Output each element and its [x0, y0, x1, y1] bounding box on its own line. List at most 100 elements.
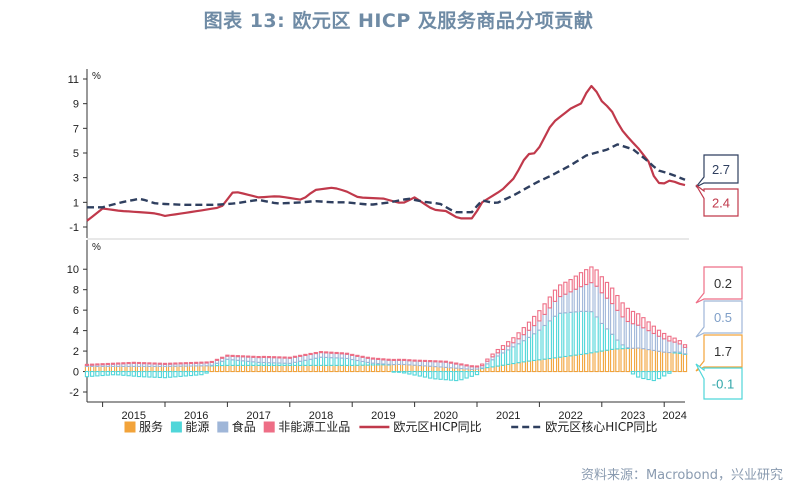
bar-能源: [490, 359, 495, 368]
bar-非能源工业品: [90, 363, 95, 366]
legend-label: 服务: [139, 419, 163, 434]
bar-非能源工业品: [573, 275, 578, 290]
bar-能源: [521, 340, 526, 363]
callout-headline-box: [695, 184, 739, 217]
bar-非能源工业品: [412, 359, 417, 362]
bar-非能源工业品: [173, 362, 178, 365]
bar-服务: [625, 347, 630, 373]
bar-服务: [381, 364, 386, 373]
bar-能源: [651, 370, 656, 382]
bar-食品: [287, 357, 292, 364]
bar-非能源工业品: [370, 357, 376, 360]
bar-非能源工业品: [230, 354, 235, 357]
bar-能源: [506, 349, 511, 365]
bar-服务: [490, 366, 495, 373]
bar-非能源工业品: [308, 352, 313, 356]
bar-食品: [568, 291, 573, 313]
bar-非能源工业品: [485, 358, 490, 362]
bar-食品: [376, 358, 381, 365]
bar-非能源工业品: [625, 307, 630, 323]
bar-能源: [188, 370, 194, 377]
bar-非能源工业品: [459, 363, 464, 366]
bar-食品: [537, 320, 542, 331]
legend-label: 非能源工业品: [278, 420, 350, 434]
bar-服务: [558, 356, 563, 373]
bar-服务: [162, 365, 168, 373]
bar-服务: [173, 365, 178, 373]
value-callouts: 2.7 2.4 0.2 0.5 1.7 -0.1: [695, 154, 743, 400]
bar-能源: [90, 370, 95, 377]
bar-食品: [521, 334, 526, 342]
bar-能源: [313, 357, 318, 366]
bar-能源: [230, 359, 235, 366]
bar-非能源工业品: [656, 329, 662, 337]
bar-食品: [246, 356, 251, 362]
bar-非能源工业品: [136, 361, 142, 365]
bar-食品: [552, 300, 558, 317]
bar-食品: [641, 327, 646, 350]
bar-非能源工业品: [433, 360, 438, 363]
bar-服务: [636, 347, 641, 373]
bar-服务: [266, 364, 272, 373]
bar-食品: [604, 297, 610, 330]
bar-食品: [656, 335, 662, 352]
top-unit-label: %: [92, 71, 101, 82]
bar-服务: [578, 353, 584, 373]
bar-非能源工业品: [246, 355, 251, 358]
bar-服务: [318, 364, 324, 373]
bar-食品: [313, 352, 318, 359]
bar-非能源工业品: [594, 269, 599, 287]
bar-非能源工业品: [183, 362, 188, 365]
bar-非能源工业品: [495, 348, 500, 354]
bar-服务: [438, 366, 443, 373]
bar-能源: [121, 370, 126, 376]
x-tick-label: 2022: [558, 410, 582, 422]
bar-服务: [412, 364, 417, 373]
bar-能源: [298, 360, 303, 366]
bar-能源: [568, 311, 573, 357]
bottom-y-tick-label: 10: [67, 264, 79, 276]
bar-食品: [682, 346, 688, 355]
bar-食品: [573, 288, 578, 313]
bar-食品: [282, 357, 287, 364]
bar-非能源工业品: [272, 356, 277, 359]
bar-非能源工业品: [360, 355, 365, 358]
bar-食品: [662, 338, 667, 353]
bar-食品: [318, 352, 324, 358]
bar-服务: [584, 353, 589, 373]
bar-非能源工业品: [474, 365, 480, 368]
bar-服务: [417, 364, 422, 373]
bar-非能源工业品: [584, 269, 589, 286]
bar-非能源工业品: [339, 352, 344, 355]
bar-能源: [615, 339, 620, 350]
bar-服务: [604, 349, 610, 373]
bar-非能源工业品: [194, 361, 199, 364]
bar-非能源工业品: [480, 363, 485, 367]
bar-非能源工业品: [178, 362, 183, 365]
x-tick-label: 2015: [122, 410, 146, 422]
bar-能源: [391, 370, 396, 373]
bar-非能源工业品: [381, 358, 386, 361]
bar-能源: [412, 370, 417, 376]
bar-能源: [459, 370, 464, 381]
bar-能源: [334, 357, 339, 366]
bar-非能源工业品: [469, 365, 474, 368]
bar-非能源工业品: [204, 361, 209, 364]
bar-食品: [407, 360, 412, 366]
bar-非能源工业品: [386, 358, 391, 361]
bar-非能源工业品: [152, 362, 157, 365]
bar-能源: [396, 370, 402, 373]
bar-服务: [204, 365, 209, 373]
bar-能源: [235, 359, 240, 366]
x-tick-label: 2019: [371, 410, 395, 422]
bar-能源: [246, 360, 251, 366]
bar-能源: [402, 370, 407, 374]
bar-食品: [526, 329, 532, 338]
bar-食品: [360, 356, 365, 362]
bar-非能源工业品: [131, 361, 136, 364]
callout-services-box: [695, 334, 743, 372]
source-note: 资料来源：Macrobond，兴业研究: [580, 468, 783, 483]
bar-非能源工业品: [225, 354, 230, 357]
bar-非能源工业品: [251, 355, 256, 358]
bar-能源: [110, 370, 116, 376]
